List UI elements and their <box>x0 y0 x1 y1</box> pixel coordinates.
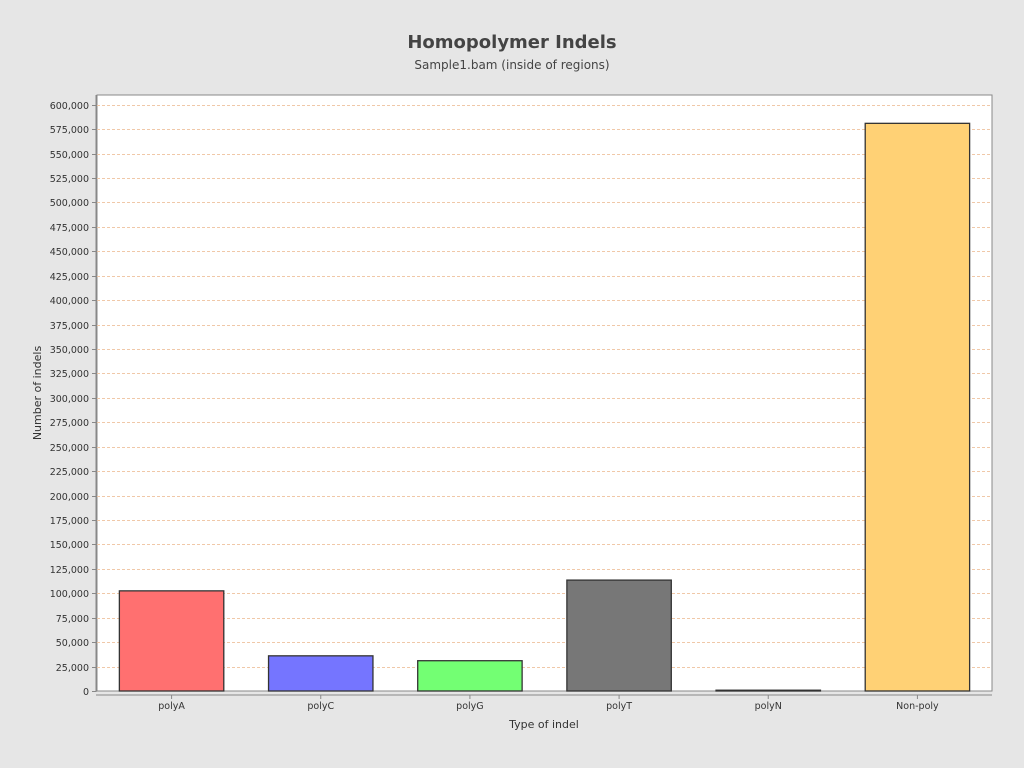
chart-title: Homopolymer Indels <box>407 32 616 53</box>
y-tick-label: 400,000 <box>50 296 89 307</box>
y-tick-label: 150,000 <box>50 540 89 551</box>
y-tick-label: 425,000 <box>50 272 89 283</box>
y-tick-label: 550,000 <box>50 150 89 161</box>
y-tick-label: 75,000 <box>56 614 89 625</box>
bars <box>118 122 971 692</box>
plot-area <box>96 94 993 692</box>
x-axis-label: Type of indel <box>508 718 579 731</box>
y-tick-label: 275,000 <box>50 418 89 429</box>
y-axis-label: Number of indels <box>31 346 44 441</box>
bar-polyg <box>417 660 523 692</box>
chart-subtitle: Sample1.bam (inside of regions) <box>414 58 609 72</box>
y-tick-label: 250,000 <box>50 443 89 454</box>
y-tick-label: 450,000 <box>50 247 89 258</box>
y-tick-label: 500,000 <box>50 198 89 209</box>
x-axis-ticks: polyA polyC polyG polyT polyN Non-poly <box>158 695 939 712</box>
x-tick-label: polyT <box>606 701 632 712</box>
y-tick-label: 200,000 <box>50 492 89 503</box>
bar-polyn <box>715 689 822 692</box>
gridlines <box>97 105 992 668</box>
x-tick-label: Non-poly <box>896 701 939 712</box>
y-tick-label: 100,000 <box>50 589 89 600</box>
y-tick-label: 525,000 <box>50 174 89 185</box>
x-tick-label: polyC <box>307 701 334 712</box>
y-tick-label: 300,000 <box>50 394 89 405</box>
y-tick-label: 175,000 <box>50 516 89 527</box>
y-axis-ticks: 0 25,000 50,000 75,000 100,000 125,000 150,000… <box>50 101 96 698</box>
y-tick-label: 25,000 <box>56 663 89 674</box>
y-tick-label: 575,000 <box>50 125 89 136</box>
y-tick-label: 600,000 <box>50 101 89 112</box>
y-tick-label: 475,000 <box>50 223 89 234</box>
y-tick-label: 325,000 <box>50 369 89 380</box>
x-tick-label: polyA <box>158 701 185 712</box>
x-tick-label: polyN <box>755 701 782 712</box>
bar-polyt <box>566 579 672 692</box>
y-tick-label: 375,000 <box>50 321 89 332</box>
y-tick-label: 125,000 <box>50 565 89 576</box>
x-tick-label: polyG <box>456 701 483 712</box>
bar-non-poly <box>864 122 971 692</box>
y-tick-label: 0 <box>83 687 89 698</box>
y-tick-label: 350,000 <box>50 345 89 356</box>
bar-polya <box>118 590 225 692</box>
y-tick-label: 225,000 <box>50 467 89 478</box>
bar-polyc <box>267 655 374 692</box>
y-tick-label: 50,000 <box>56 638 89 649</box>
